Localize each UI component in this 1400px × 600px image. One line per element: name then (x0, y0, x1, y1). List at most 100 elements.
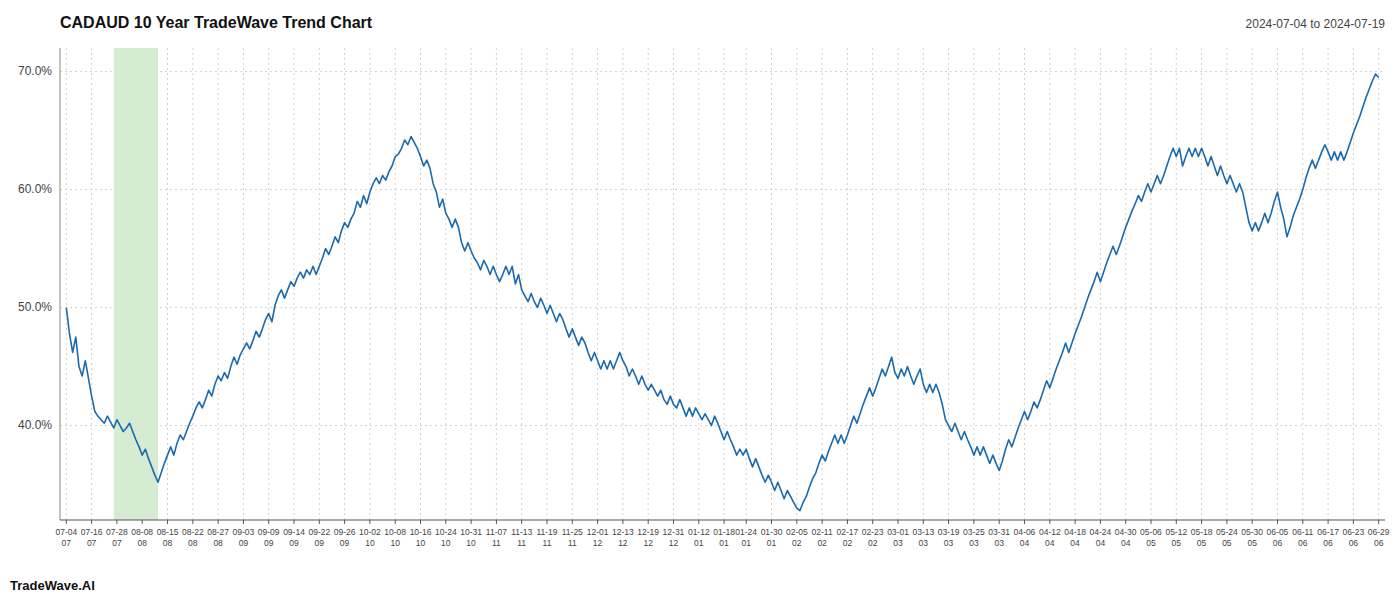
x-grid-line (1176, 48, 1177, 520)
x-tick (1328, 520, 1329, 524)
x-tick (1302, 520, 1303, 524)
x-tick (243, 520, 244, 524)
x-grid-line (319, 48, 320, 520)
x-tick-label: 11-1311 (511, 527, 532, 548)
plot-area (66, 48, 1378, 520)
x-tick-label: 12-0112 (587, 527, 609, 548)
x-tick-label-line: 12-13 (612, 527, 634, 537)
x-tick-label-line: 05 (1197, 538, 1207, 548)
x-tick-label: 08-0808 (131, 527, 153, 548)
x-tick-label-line: 07 (87, 538, 97, 548)
x-tick-label-line: 10-31 (460, 527, 482, 537)
x-tick-label: 03-1303 (912, 527, 934, 548)
x-tick-label-line: 12-31 (663, 527, 685, 537)
x-tick (1100, 520, 1101, 524)
x-tick-label: 01-2401 (735, 527, 757, 548)
x-tick (268, 520, 269, 524)
x-tick-label: 11-2511 (562, 527, 583, 548)
x-tick-label: 08-2708 (207, 527, 229, 548)
x-tick-label-line: 05-30 (1241, 527, 1263, 537)
x-grid-line (999, 48, 1000, 520)
x-tick-label-line: 10 (390, 538, 400, 548)
x-tick (1378, 520, 1379, 524)
x-tick-label-line: 06-17 (1317, 527, 1339, 537)
x-tick-label-line: 01 (741, 538, 751, 548)
x-tick-label: 10-0810 (384, 527, 406, 548)
x-tick-label-line: 09-22 (308, 527, 330, 537)
x-tick-label: 05-1205 (1165, 527, 1187, 548)
x-tick-label: 03-3103 (988, 527, 1010, 548)
x-tick-label: 07-0407 (55, 527, 77, 548)
x-tick-label-line: 10 (365, 538, 375, 548)
x-tick-label-line: 08 (188, 538, 198, 548)
x-grid-line (1049, 48, 1050, 520)
x-tick-label-line: 04-06 (1014, 527, 1036, 537)
x-tick-label-line: 04-24 (1090, 527, 1112, 537)
x-grid-line (1125, 48, 1126, 520)
x-tick (496, 520, 497, 524)
x-tick-label-line: 05-18 (1191, 527, 1213, 537)
x-grid-line (973, 48, 974, 520)
x-tick-label: 03-2503 (963, 527, 985, 548)
x-tick-label-line: 08 (137, 538, 147, 548)
x-tick-label: 08-1508 (157, 527, 179, 548)
x-tick-label-line: 04-12 (1039, 527, 1061, 537)
x-tick-label-line: 03 (893, 538, 903, 548)
x-tick-label: 03-0103 (887, 527, 909, 548)
x-tick (116, 520, 117, 524)
x-tick-label: 07-1607 (81, 527, 103, 548)
x-grid-line (445, 48, 446, 520)
x-tick-label-line: 02 (843, 538, 853, 548)
x-grid-line (1252, 48, 1253, 520)
x-tick-label-line: 08 (213, 538, 223, 548)
x-tick (822, 520, 823, 524)
x-tick-label: 12-1912 (637, 527, 659, 548)
x-tick-label-line: 11-25 (562, 527, 583, 537)
x-tick-label: 06-0506 (1267, 527, 1289, 548)
x-tick-label-line: 06-23 (1343, 527, 1365, 537)
x-tick-label-line: 08 (163, 538, 173, 548)
x-tick-label-line: 06-05 (1267, 527, 1289, 537)
x-grid-line (1302, 48, 1303, 520)
x-tick-label-line: 08-27 (207, 527, 229, 537)
x-tick-label-line: 06-11 (1292, 527, 1313, 537)
x-tick-label-line: 09 (289, 538, 299, 548)
x-tick-label-line: 01 (694, 538, 704, 548)
x-grid-line (66, 48, 67, 520)
x-tick (218, 520, 219, 524)
x-tick-label-line: 10 (441, 538, 451, 548)
y-tick-label: 60.0% (18, 182, 52, 196)
x-tick-label-line: 06 (1298, 538, 1308, 548)
x-tick-label-line: 11 (517, 538, 526, 548)
x-grid-line (898, 48, 899, 520)
x-tick-label-line: 05-12 (1165, 527, 1187, 537)
x-tick-label-line: 10 (416, 538, 426, 548)
x-grid-line (218, 48, 219, 520)
x-tick-label: 10-3110 (460, 527, 482, 548)
x-tick-label: 06-1706 (1317, 527, 1339, 548)
x-grid-line (395, 48, 396, 520)
x-tick (973, 520, 974, 524)
x-tick-label: 04-1804 (1064, 527, 1086, 548)
x-tick-label: 02-1702 (837, 527, 859, 548)
x-grid-line (1100, 48, 1101, 520)
y-grid-line (60, 425, 1385, 426)
x-grid-line (648, 48, 649, 520)
x-tick-label-line: 09 (264, 538, 274, 548)
x-tick-label-line: 10-16 (410, 527, 432, 537)
x-tick-label-line: 09-26 (334, 527, 356, 537)
y-tick-label: 40.0% (18, 418, 52, 432)
x-grid-line (796, 48, 797, 520)
x-tick-label-line: 07-04 (55, 527, 77, 537)
x-tick (1075, 520, 1076, 524)
x-tick-label-line: 03 (944, 538, 954, 548)
y-grid-line (60, 189, 1385, 190)
x-tick-label-line: 02-11 (812, 527, 833, 537)
x-tick (319, 520, 320, 524)
x-tick (420, 520, 421, 524)
x-tick-label-line: 11 (543, 538, 552, 548)
x-tick-label-line: 07 (62, 538, 72, 548)
x-tick-label: 09-2609 (334, 527, 356, 548)
x-tick-label-line: 05-06 (1140, 527, 1162, 537)
x-tick-label-line: 09-09 (258, 527, 280, 537)
